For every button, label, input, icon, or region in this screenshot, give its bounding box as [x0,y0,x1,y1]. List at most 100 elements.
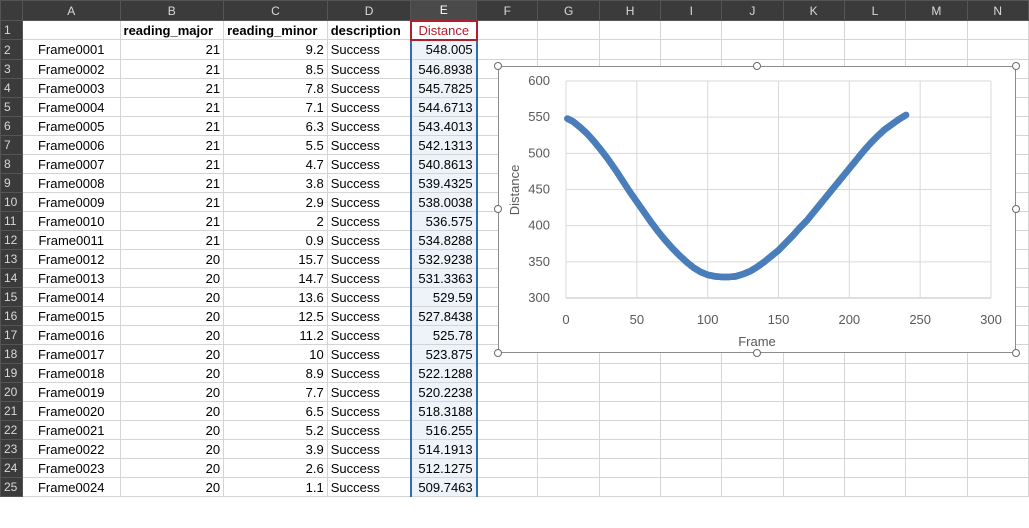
cell[interactable] [843,39,907,60]
frame-cell[interactable]: Frame0003 [21,78,121,98]
reading-major-cell[interactable]: 20 [119,382,225,402]
column-header-h[interactable]: H [598,0,662,21]
row-header[interactable]: 15 [0,287,23,307]
reading-minor-cell[interactable]: 9.2 [223,39,328,60]
cell[interactable] [782,458,845,478]
cell[interactable] [966,401,1029,421]
reading-minor-cell[interactable]: 8.9 [223,363,328,383]
reading-minor-cell[interactable]: 12.5 [223,306,328,326]
cell[interactable] [476,401,539,421]
cell[interactable] [782,477,845,497]
cell[interactable] [598,420,662,440]
distance-cell[interactable]: 545.7825 [409,78,478,98]
row-header[interactable]: 25 [0,477,23,497]
reading-major-cell[interactable]: 20 [119,458,225,478]
row-header[interactable]: 14 [0,268,23,288]
reading-major-cell[interactable]: 20 [119,477,225,497]
description-cell[interactable]: Success [326,154,412,174]
cell[interactable] [660,401,723,421]
cell[interactable] [966,439,1029,459]
reading-major-cell[interactable]: 20 [119,401,225,421]
description-cell[interactable]: Success [326,173,412,193]
frame-cell[interactable]: Frame0013 [21,268,121,288]
reading-minor-cell[interactable]: 11.2 [223,325,328,345]
row-header[interactable]: 18 [0,344,23,364]
reading-minor-cell[interactable]: 8.5 [223,59,328,79]
cell[interactable] [843,477,907,497]
frame-cell[interactable]: Frame0007 [21,154,121,174]
cell[interactable] [966,382,1029,402]
column-header-a[interactable]: A [21,0,121,21]
frame-cell[interactable]: Frame0012 [21,249,121,269]
row-header[interactable]: 4 [0,78,23,98]
row-header[interactable]: 16 [0,306,23,326]
row-header[interactable]: 7 [0,135,23,155]
description-cell[interactable]: Success [326,78,412,98]
reading-major-cell[interactable]: 20 [119,344,225,364]
row-header[interactable]: 3 [0,59,23,79]
description-cell[interactable]: Success [326,420,412,440]
frame-cell[interactable]: Frame0015 [21,306,121,326]
cell[interactable] [598,477,662,497]
reading-minor-cell[interactable]: 2.6 [223,458,328,478]
select-all-corner[interactable] [0,0,23,21]
reading-major-cell[interactable]: 20 [119,420,225,440]
distance-cell[interactable]: 540.8613 [409,154,478,174]
cell[interactable] [905,458,968,478]
cell[interactable] [660,439,723,459]
cell[interactable] [905,401,968,421]
cell[interactable] [966,20,1029,40]
cell[interactable] [843,382,907,402]
frame-cell[interactable]: Frame0019 [21,382,121,402]
cell[interactable] [966,363,1029,383]
cell[interactable] [476,420,539,440]
reading-minor-cell[interactable]: 0.9 [223,230,328,250]
description-cell[interactable]: Success [326,401,412,421]
cell[interactable] [905,477,968,497]
frame-cell[interactable]: Frame0004 [21,97,121,117]
distance-cell[interactable]: 509.7463 [409,477,478,497]
frame-cell[interactable]: Frame0018 [21,363,121,383]
reading-major-cell[interactable]: 21 [119,39,225,60]
cell[interactable] [905,420,968,440]
cell[interactable] [660,458,723,478]
distance-cell[interactable]: 514.1913 [409,439,478,459]
cell[interactable] [476,363,539,383]
reading-major-cell[interactable]: 21 [119,97,225,117]
cell[interactable] [721,363,784,383]
frame-cell[interactable]: Frame0009 [21,192,121,212]
cell[interactable] [598,363,662,383]
cell[interactable] [598,382,662,402]
frame-cell[interactable]: Frame0016 [21,325,121,345]
cell[interactable] [537,439,600,459]
chart-resize-handle-top[interactable] [753,62,761,70]
cell[interactable] [843,20,907,40]
row-header[interactable]: 23 [0,439,23,459]
description-cell[interactable]: Success [326,477,412,497]
cell[interactable] [905,382,968,402]
reading-major-cell[interactable]: 21 [119,173,225,193]
cell[interactable] [966,39,1029,60]
description-cell[interactable]: Success [326,192,412,212]
frame-cell[interactable]: Frame0001 [21,39,121,60]
reading-minor-cell[interactable]: 2 [223,211,328,231]
description-cell[interactable]: Success [326,458,412,478]
cell[interactable] [782,382,845,402]
cell[interactable] [843,401,907,421]
cell[interactable] [843,458,907,478]
chart-resize-handle-bottom-right[interactable] [1012,349,1020,357]
cell[interactable] [721,439,784,459]
description-cell[interactable]: Success [326,268,412,288]
reading-major-cell[interactable]: 21 [119,59,225,79]
cell[interactable] [782,39,845,60]
frame-cell[interactable]: Frame0014 [21,287,121,307]
distance-cell[interactable]: 516.255 [409,420,478,440]
description-cell[interactable]: Success [326,59,412,79]
row-header[interactable]: 8 [0,154,23,174]
distance-cell[interactable]: 534.8288 [409,230,478,250]
cell[interactable] [966,420,1029,440]
cell[interactable] [782,363,845,383]
cell[interactable] [660,477,723,497]
cell[interactable] [598,39,662,60]
row-header[interactable]: 12 [0,230,23,250]
